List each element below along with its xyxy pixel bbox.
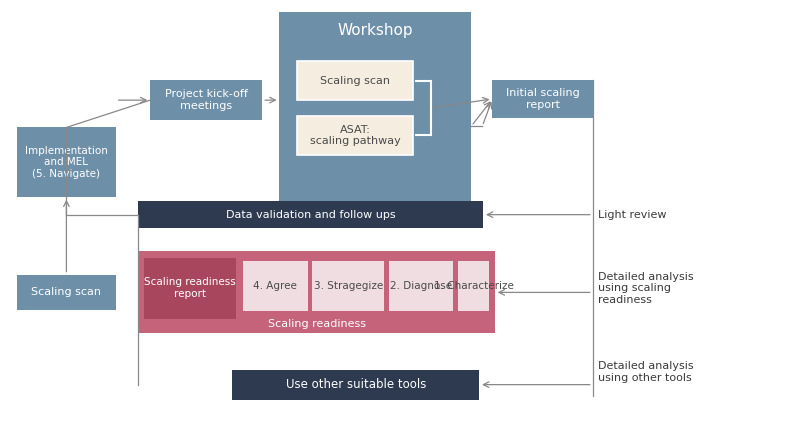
FancyBboxPatch shape [280, 12, 472, 218]
FancyBboxPatch shape [138, 201, 483, 228]
Text: Data validation and follow ups: Data validation and follow ups [226, 210, 395, 220]
FancyBboxPatch shape [17, 127, 116, 197]
FancyBboxPatch shape [144, 258, 237, 319]
Text: 4. Agree: 4. Agree [253, 281, 297, 291]
Text: Implementation
and MEL
(5. Navigate): Implementation and MEL (5. Navigate) [25, 146, 108, 179]
Text: Project kick-off
meetings: Project kick-off meetings [165, 89, 248, 111]
FancyBboxPatch shape [17, 275, 116, 310]
Text: Detailed analysis
using other tools: Detailed analysis using other tools [598, 361, 694, 383]
Text: Initial scaling
report: Initial scaling report [505, 88, 579, 110]
Text: Scaling scan: Scaling scan [31, 287, 101, 297]
FancyBboxPatch shape [297, 116, 413, 155]
Text: Use other suitable tools: Use other suitable tools [285, 378, 426, 391]
FancyBboxPatch shape [150, 80, 263, 120]
Text: Scaling readiness
report: Scaling readiness report [145, 277, 236, 299]
FancyBboxPatch shape [138, 251, 495, 333]
Text: ASAT:
scaling pathway: ASAT: scaling pathway [310, 125, 401, 146]
Text: Scaling scan: Scaling scan [321, 76, 391, 86]
FancyBboxPatch shape [458, 261, 490, 311]
Text: Workshop: Workshop [337, 23, 413, 38]
Text: 2. Diagnose: 2. Diagnose [390, 281, 452, 291]
FancyBboxPatch shape [243, 261, 307, 311]
FancyBboxPatch shape [297, 61, 413, 100]
FancyBboxPatch shape [312, 261, 384, 311]
Text: 1. Characterize: 1. Characterize [434, 281, 513, 291]
FancyBboxPatch shape [389, 261, 454, 311]
Text: Light review: Light review [598, 210, 667, 220]
FancyBboxPatch shape [493, 80, 593, 118]
Text: 3. Stragegize: 3. Stragegize [314, 281, 383, 291]
Text: Scaling readiness: Scaling readiness [268, 319, 365, 329]
FancyBboxPatch shape [233, 370, 479, 400]
Text: Detailed analysis
using scaling
readiness: Detailed analysis using scaling readines… [598, 272, 694, 305]
